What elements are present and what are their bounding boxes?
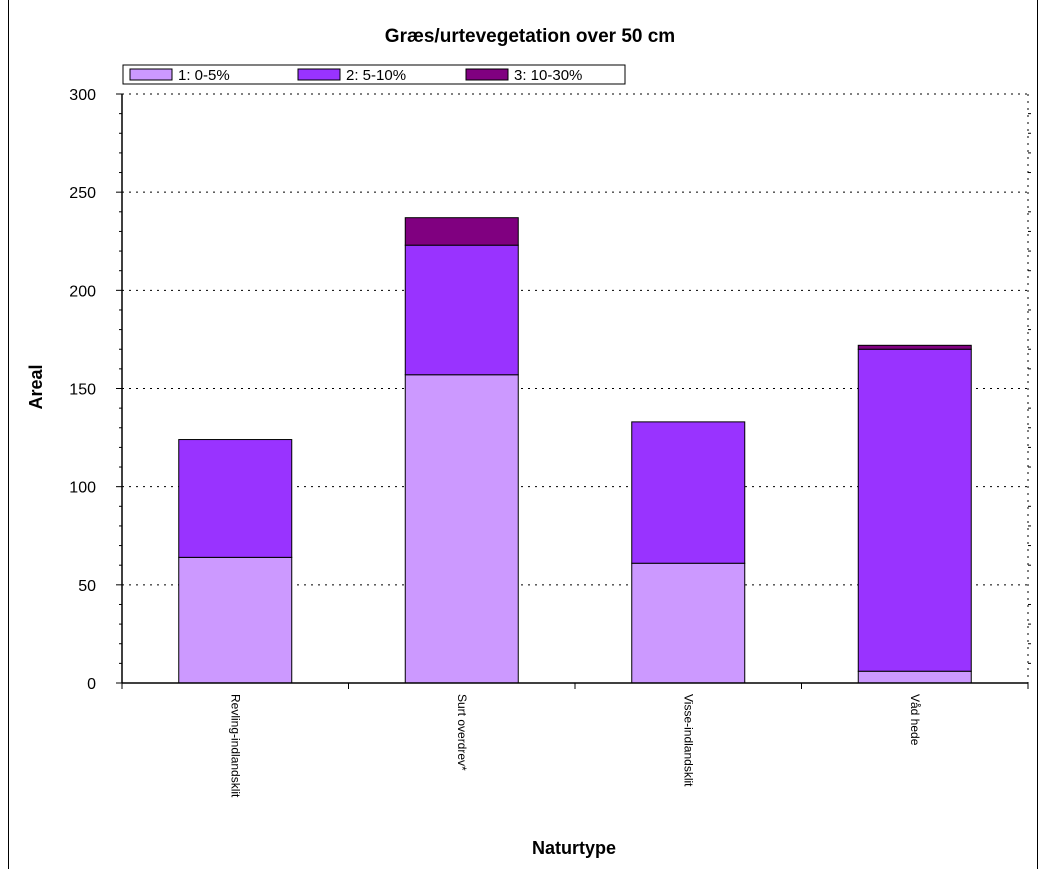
x-tick-label-3: Visse-indlandsklit [681,694,695,787]
y-tick-label-150: 150 [69,382,96,399]
y-tick-label-100: 100 [69,480,96,497]
chart-frame [8,0,1038,869]
y-tick-label-50: 50 [78,578,96,595]
chart-title: Græs/urtevegetation over 50 cm [385,26,675,47]
bar-3-series-1 [631,562,746,684]
bar-1-series-1 [178,556,293,684]
legend-label-3: 3: 10-30% [514,67,582,84]
x-axis-label: Naturtype [532,838,616,858]
bar-4-series-1 [857,670,972,684]
bar-4-series-2 [857,348,972,672]
bar-1-series-2 [178,439,293,558]
legend-swatch-1 [129,68,173,81]
bar-3-series-2 [631,421,746,564]
bar-2-series-2 [404,244,519,376]
x-tick-label-2: Surt overdrev* [455,694,469,771]
y-tick-label-0: 0 [87,676,96,693]
x-tick-label-4: Våd hede [908,694,922,746]
legend-swatch-3 [465,68,509,81]
legend-label-1: 1: 0-5% [178,67,230,84]
bar-4-series-3 [857,344,972,350]
legend-label-2: 2: 5-10% [346,67,406,84]
legend-swatch-2 [297,68,341,81]
bar-2-series-3 [404,217,519,246]
legend: 1: 0-5% 2: 5-10% 3: 10-30% [122,64,626,85]
y-tick-label-250: 250 [69,185,96,202]
bars: Revling-indlandsklit Surt overdrev* Visse-… [178,217,972,798]
ticks: 0 50 100 150 200 250 300 [69,87,1031,693]
x-tick-label-1: Revling-indlandsklit [228,694,242,798]
y-tick-label-200: 200 [69,283,96,300]
y-tick-label-300: 300 [69,87,96,104]
bar-2-series-1 [404,374,519,684]
y-axis-label: Areal [26,364,46,409]
